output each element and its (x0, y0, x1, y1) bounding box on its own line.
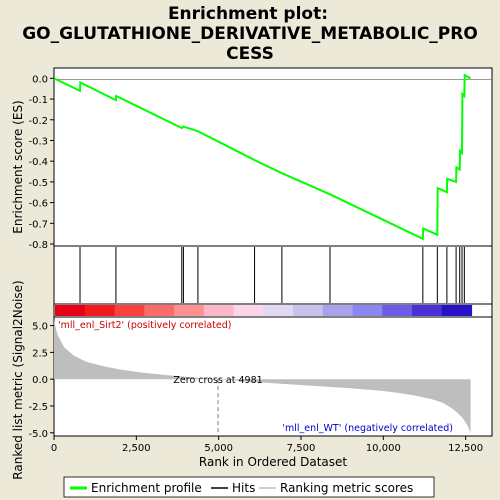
negative-correlation-label: 'mll_enl_WT' (negatively correlated) (282, 423, 453, 434)
es-panel (53, 67, 493, 247)
colorbar-segment (293, 305, 324, 316)
es-tick-label: -0.5 (28, 178, 48, 189)
es-tick-label: -0.4 (28, 157, 48, 168)
metric-tick-label: -2.5 (28, 402, 48, 413)
metric-tick-label: 5.0 (32, 322, 48, 333)
legend-hits-label: Hits (232, 481, 255, 495)
es-axis: 0.0 -0.1 -0.2 -0.3 -0.4 -0.5 -0.6 -0.7 -0.8 (28, 74, 54, 251)
x-tick-label: 0 (51, 443, 57, 454)
x-axis-label: Rank in Ordered Dataset (199, 455, 347, 469)
x-tick-label: 10,000 (366, 443, 401, 454)
colorbar-segment (382, 305, 413, 316)
colorbar-segment (412, 305, 443, 316)
colorbar-segment (441, 305, 473, 316)
colorbar-segment (84, 305, 116, 316)
legend-enrichment-label: Enrichment profile (91, 481, 202, 495)
es-tick-label: -0.1 (28, 95, 48, 106)
ranking-colorbar (55, 305, 473, 316)
es-tick-label: -0.7 (28, 219, 48, 230)
colorbar-segment (263, 305, 294, 316)
metric-tick-label: 0.0 (32, 375, 48, 386)
x-tick-label: 12,500 (448, 443, 483, 454)
chart-title-line-3: CESS (226, 44, 274, 64)
hits-panel (53, 245, 493, 305)
es-tick-label: -0.6 (28, 199, 48, 210)
positive-correlation-label: 'mll_enl_Sirt2' (positively correlated) (58, 320, 231, 331)
es-tick-label: -0.8 (28, 240, 48, 251)
colorbar-segment (144, 305, 175, 316)
metric-axis: 5.0 2.5 0.0 -2.5 -5.0 (28, 322, 54, 440)
colorbar-segment (203, 305, 235, 316)
es-tick-label: 0.0 (32, 74, 48, 85)
x-tick-label: 5,000 (204, 443, 233, 454)
es-tick-label: -0.3 (28, 136, 48, 147)
es-tick-label: -0.2 (28, 116, 48, 127)
x-tick-label: 7,500 (287, 443, 316, 454)
zero-cross-label: Zero cross at 4981 (173, 375, 262, 386)
chart-title-line-2: GO_GLUTATHIONE_DERIVATIVE_METABOLIC_PRO (22, 24, 478, 44)
metric-tick-label: 2.5 (32, 348, 48, 359)
metric-axis-label: Ranked list metric (Signal2Noise) (11, 280, 25, 479)
colorbar-segment (114, 305, 145, 316)
x-axis: 0 2,500 5,000 7,500 10,000 12,500 (51, 436, 483, 454)
chart-title-line-1: Enrichment plot: (168, 4, 328, 24)
legend-metric-label: Ranking metric scores (280, 481, 413, 495)
colorbar-segment (233, 305, 264, 316)
es-axis-label: Enrichment score (ES) (11, 100, 25, 233)
es-profile-line (53, 73, 472, 241)
metric-tick-label: -5.0 (28, 429, 48, 440)
colorbar-segment (352, 305, 383, 316)
hit-markers (79, 247, 465, 303)
colorbar-segment (322, 305, 354, 316)
colorbar-segment (174, 305, 205, 316)
ranking-metric-area (54, 320, 471, 433)
colorbar-segment (55, 305, 86, 316)
legend-box (63, 476, 435, 498)
x-tick-label: 2,500 (122, 443, 151, 454)
